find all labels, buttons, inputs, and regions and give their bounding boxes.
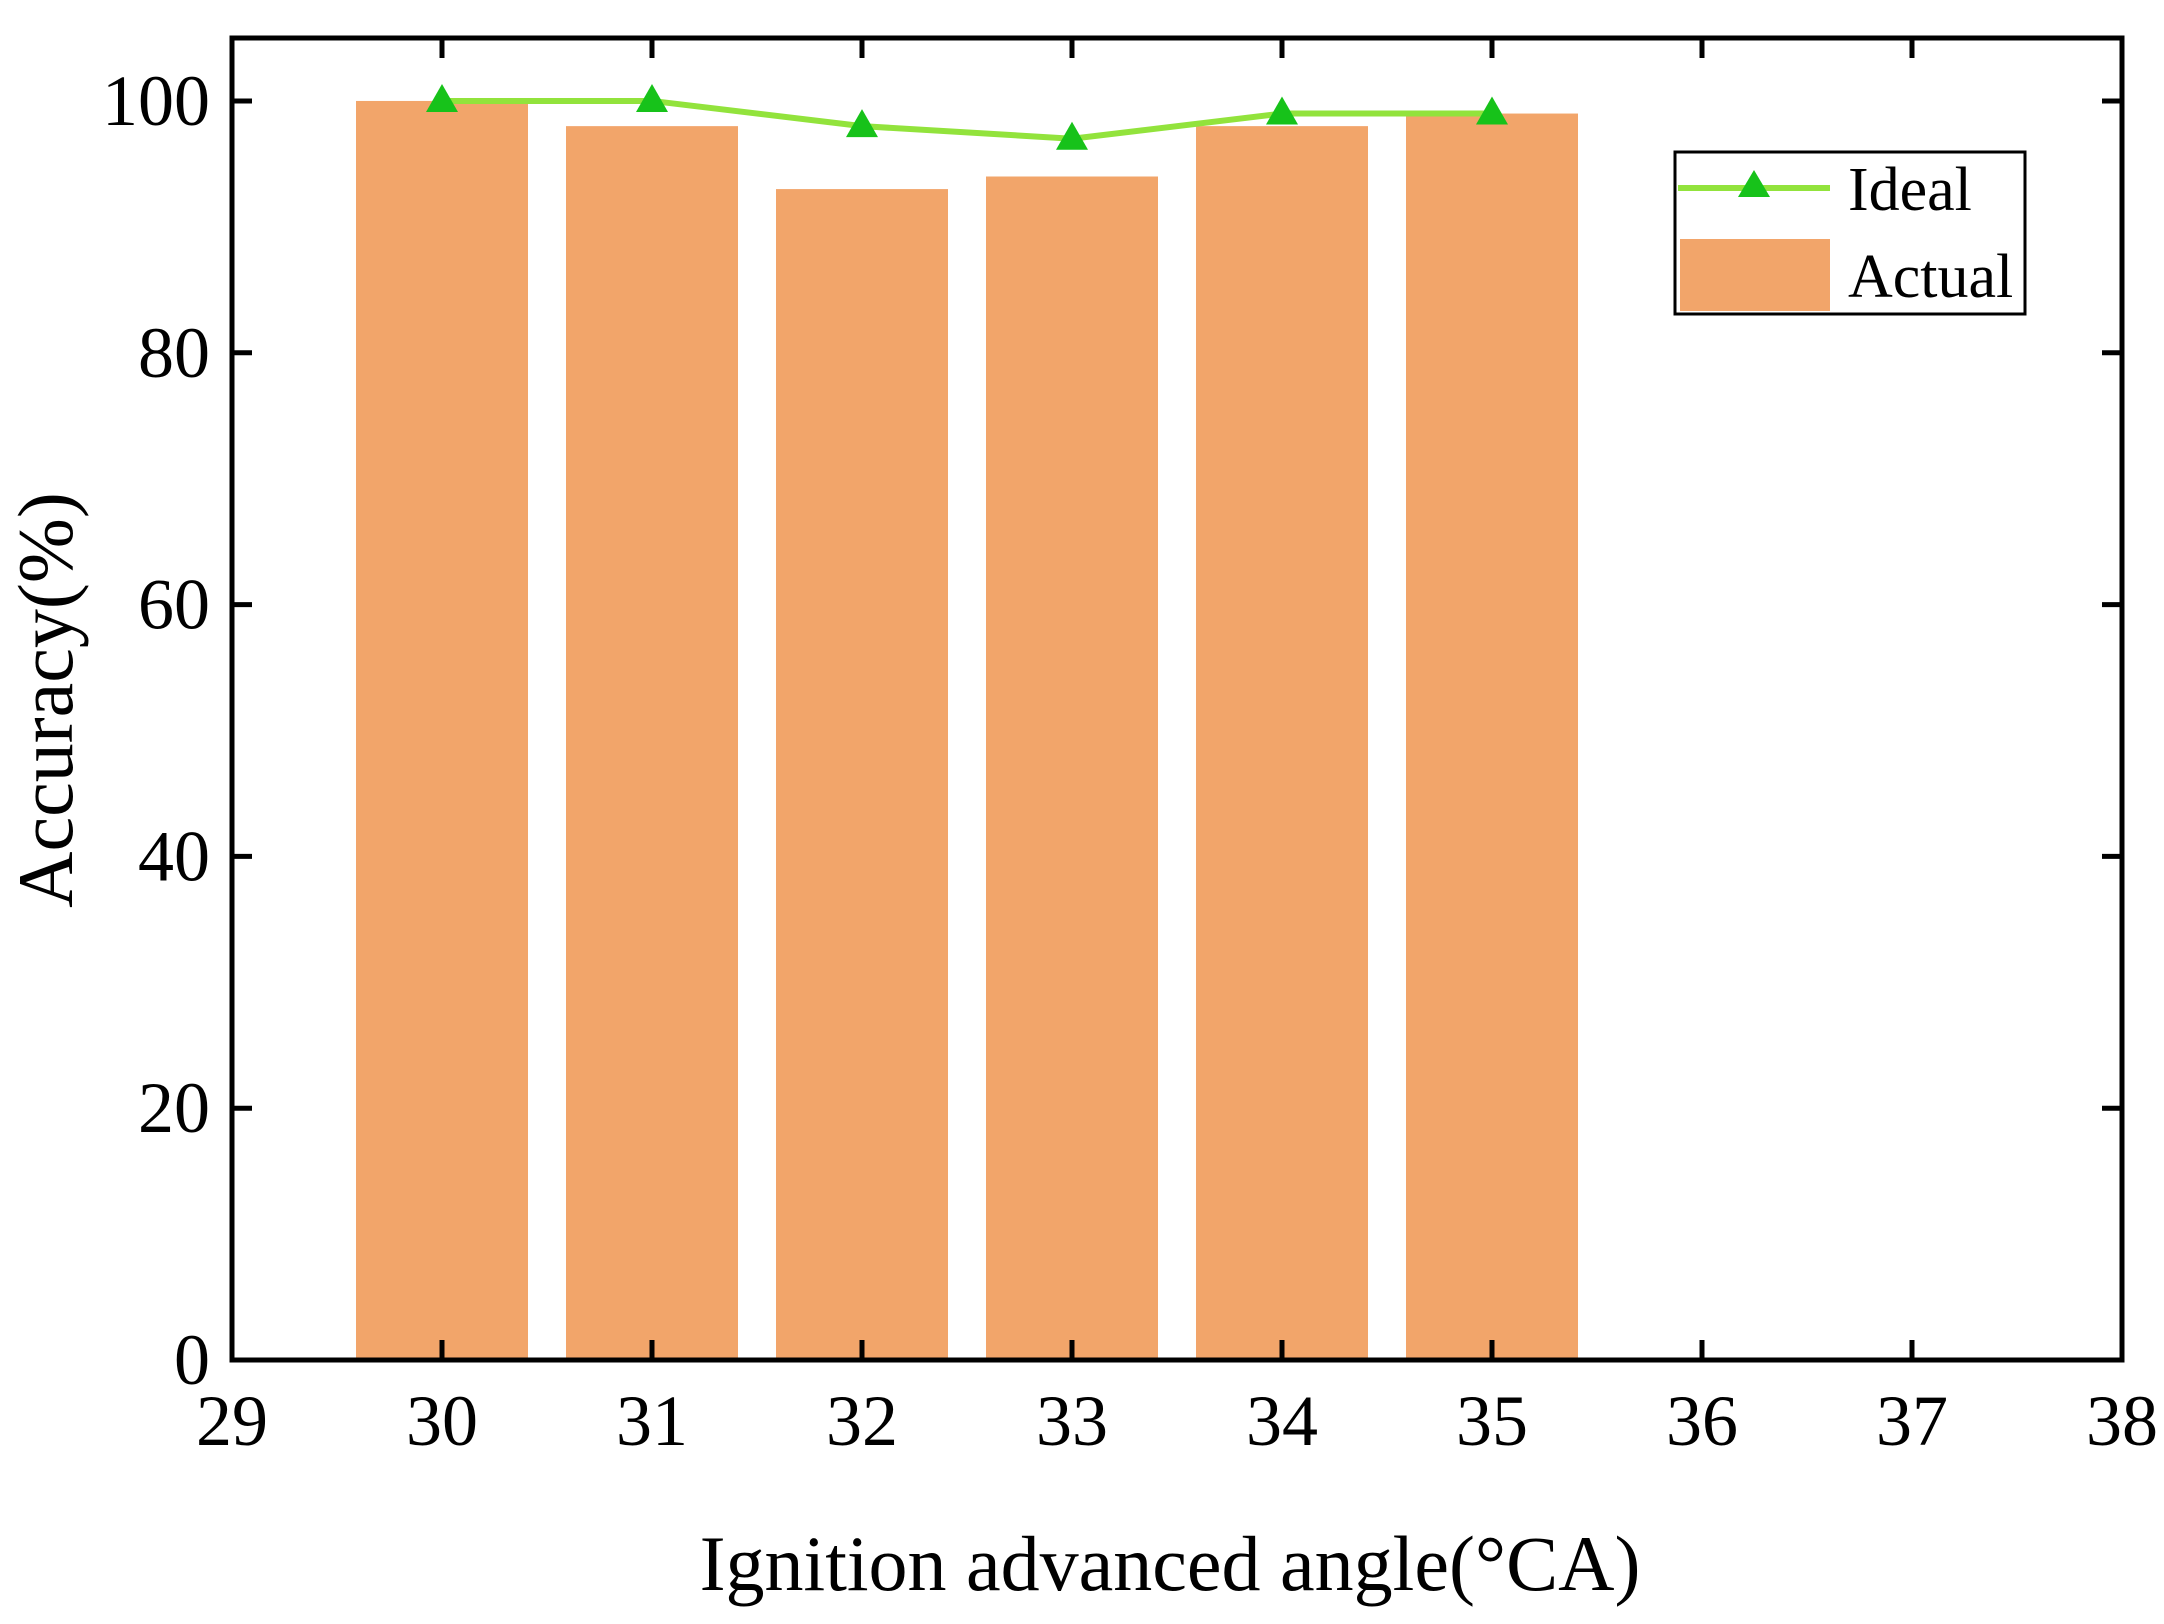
x-tick-label-31: 31 bbox=[616, 1381, 688, 1461]
bar-actual-34 bbox=[1196, 126, 1368, 1361]
x-tick-label-38: 38 bbox=[2086, 1381, 2158, 1461]
x-tick-label-34: 34 bbox=[1246, 1381, 1318, 1461]
y-tick-label-40: 40 bbox=[138, 816, 210, 896]
point-ideal-30 bbox=[426, 83, 458, 112]
legend-label-ideal: Ideal bbox=[1848, 156, 1972, 224]
x-tick-label-36: 36 bbox=[1666, 1381, 1738, 1461]
point-ideal-32 bbox=[846, 109, 878, 138]
x-tick-label-30: 30 bbox=[406, 1381, 478, 1461]
y-axis-title: Accuracy(%) bbox=[2, 492, 89, 908]
legend-label-actual: Actual bbox=[1848, 243, 2013, 311]
bar-actual-35 bbox=[1406, 113, 1578, 1361]
axis-labels-layer: Ignition advanced angle(°CA) Accuracy(%) bbox=[2, 492, 1640, 1607]
line-ideal bbox=[442, 97, 1492, 142]
legend: Ideal Actual bbox=[1673, 150, 2027, 316]
bar-actual-33 bbox=[986, 176, 1158, 1360]
bar-actual-30 bbox=[356, 100, 528, 1360]
x-tick-label-35: 35 bbox=[1456, 1381, 1528, 1461]
y-tick-label-0: 0 bbox=[174, 1320, 210, 1400]
y-tick-label-80: 80 bbox=[138, 313, 210, 393]
point-ideal-34 bbox=[1266, 96, 1298, 125]
point-ideal-31 bbox=[636, 83, 668, 112]
x-tick-label-29: 29 bbox=[196, 1381, 268, 1461]
x-tick-label-32: 32 bbox=[826, 1381, 898, 1461]
axes-layer: 29 30 31 32 33 34 35 36 37 38 0 20 40 60 80 100 bbox=[102, 35, 2158, 1461]
ideal-line-layer bbox=[426, 83, 1508, 150]
bars-layer bbox=[356, 100, 1578, 1361]
y-tick-label-20: 20 bbox=[138, 1068, 210, 1148]
y-tick-label-60: 60 bbox=[138, 565, 210, 645]
legend-actual-swatch-icon bbox=[1680, 239, 1830, 311]
bar-actual-32 bbox=[776, 189, 948, 1361]
point-ideal-33 bbox=[1056, 121, 1088, 150]
point-ideal-35 bbox=[1476, 96, 1508, 125]
x-tick-label-33: 33 bbox=[1036, 1381, 1108, 1461]
x-tick-label-37: 37 bbox=[1876, 1381, 1948, 1461]
x-axis-title: Ignition advanced angle(°CA) bbox=[700, 1520, 1641, 1607]
legend-ideal-triangle-icon bbox=[1738, 170, 1770, 197]
y-tick-label-100: 100 bbox=[102, 61, 210, 141]
bar-actual-31 bbox=[566, 126, 738, 1361]
plot-frame bbox=[229, 35, 2125, 1363]
